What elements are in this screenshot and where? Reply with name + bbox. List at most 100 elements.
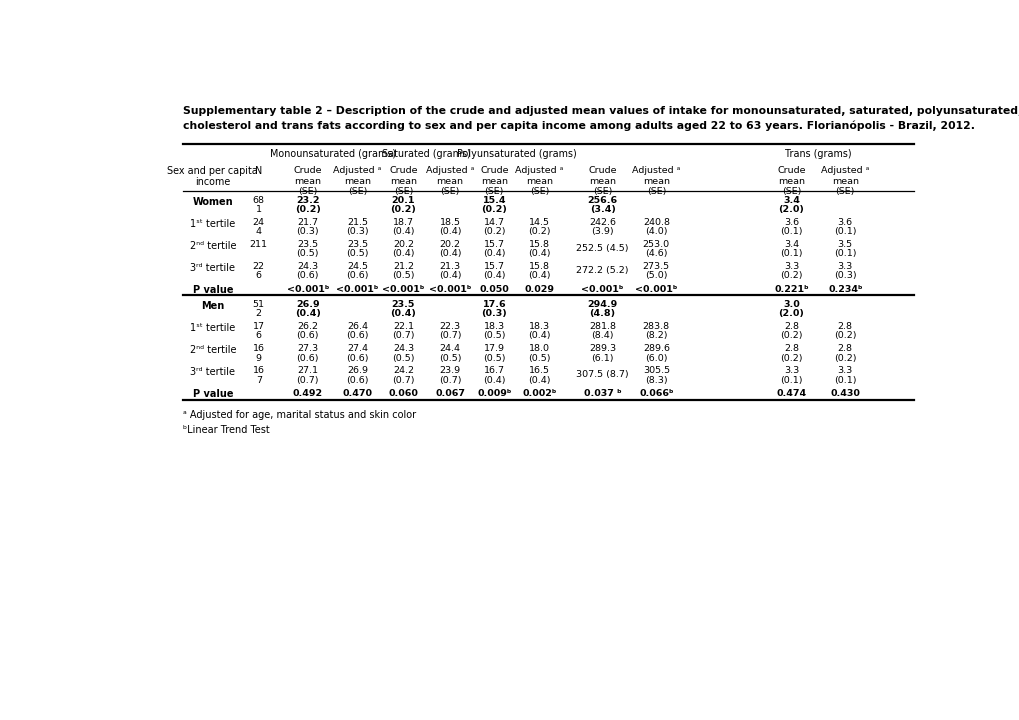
Text: (0.6): (0.6) (345, 331, 369, 341)
Text: 2ⁿᵈ tertile: 2ⁿᵈ tertile (190, 241, 235, 251)
Text: (0.1): (0.1) (834, 249, 856, 258)
Text: 27.4: 27.4 (346, 344, 368, 354)
Text: 24.5: 24.5 (346, 262, 368, 271)
Text: 24: 24 (253, 217, 265, 227)
Text: 253.0: 253.0 (642, 240, 669, 249)
Text: 3.3: 3.3 (784, 262, 798, 271)
Text: (0.2): (0.2) (390, 205, 416, 214)
Text: (0.4): (0.4) (391, 249, 415, 258)
Text: 289.6: 289.6 (642, 344, 669, 354)
Text: (0.2): (0.2) (481, 205, 506, 214)
Text: (0.7): (0.7) (438, 331, 461, 341)
Text: <0.001ᵇ: <0.001ᵇ (428, 285, 471, 294)
Text: 15.7: 15.7 (483, 262, 504, 271)
Text: 3.4: 3.4 (783, 196, 799, 204)
Text: 21.7: 21.7 (297, 217, 318, 227)
Text: 27.1: 27.1 (297, 366, 318, 375)
Text: Crude: Crude (293, 166, 322, 175)
Text: 3.0: 3.0 (783, 300, 799, 309)
Text: (0.2): (0.2) (528, 227, 550, 236)
Text: (0.3): (0.3) (297, 227, 319, 236)
Text: Monounsaturated (grams): Monounsaturated (grams) (269, 149, 395, 159)
Text: 0.060: 0.060 (388, 389, 418, 398)
Text: (0.4): (0.4) (528, 331, 550, 341)
Text: 294.9: 294.9 (587, 300, 618, 309)
Text: 0.221ᵇ: 0.221ᵇ (773, 285, 808, 294)
Text: ᵃ Adjusted for age, marital status and skin color: ᵃ Adjusted for age, marital status and s… (182, 410, 416, 420)
Text: 4: 4 (256, 227, 262, 236)
Text: 17.9: 17.9 (483, 344, 504, 354)
Text: (0.4): (0.4) (528, 271, 550, 281)
Text: 21.2: 21.2 (392, 262, 414, 271)
Text: 15.8: 15.8 (528, 262, 549, 271)
Text: (8.2): (8.2) (644, 331, 667, 341)
Text: 0.050: 0.050 (479, 285, 508, 294)
Text: (0.6): (0.6) (297, 354, 319, 362)
Text: 18.5: 18.5 (439, 217, 460, 227)
Text: (0.2): (0.2) (780, 331, 802, 341)
Text: 0.037 ᵇ: 0.037 ᵇ (583, 389, 621, 398)
Text: (0.3): (0.3) (345, 227, 369, 236)
Text: (0.5): (0.5) (297, 249, 319, 258)
Text: 68: 68 (253, 196, 265, 204)
Text: (0.5): (0.5) (345, 249, 369, 258)
Text: 2.8: 2.8 (784, 344, 798, 354)
Text: (4.8): (4.8) (589, 309, 615, 318)
Text: 20.2: 20.2 (392, 240, 414, 249)
Text: (0.4): (0.4) (438, 271, 461, 281)
Text: (0.6): (0.6) (345, 354, 369, 362)
Text: mean: mean (480, 177, 507, 186)
Text: mean: mean (436, 177, 463, 186)
Text: 14.7: 14.7 (483, 217, 504, 227)
Text: 27.3: 27.3 (297, 344, 318, 354)
Text: 0.029: 0.029 (524, 285, 553, 294)
Text: Crude: Crude (389, 166, 417, 175)
Text: (0.2): (0.2) (834, 354, 856, 362)
Text: 3.6: 3.6 (837, 217, 852, 227)
Text: (0.4): (0.4) (483, 271, 505, 281)
Text: (0.4): (0.4) (483, 376, 505, 384)
Text: 256.6: 256.6 (587, 196, 618, 204)
Text: 18.3: 18.3 (528, 322, 549, 331)
Text: (SE): (SE) (347, 187, 367, 197)
Text: mean: mean (293, 177, 321, 186)
Text: 23.5: 23.5 (297, 240, 318, 249)
Text: 273.5: 273.5 (642, 262, 669, 271)
Text: (0.3): (0.3) (834, 271, 856, 281)
Text: 3ʳᵈ tertile: 3ʳᵈ tertile (191, 264, 235, 274)
Text: 26.4: 26.4 (346, 322, 368, 331)
Text: cholesterol and trans fats according to sex and per capita income among adults a: cholesterol and trans fats according to … (182, 121, 974, 131)
Text: 24.4: 24.4 (439, 344, 460, 354)
Text: Sex and per capita: Sex and per capita (167, 166, 258, 176)
Text: 22.1: 22.1 (392, 322, 414, 331)
Text: Crude: Crude (480, 166, 508, 175)
Text: 0.067: 0.067 (434, 389, 465, 398)
Text: (0.6): (0.6) (297, 271, 319, 281)
Text: 3.3: 3.3 (837, 262, 852, 271)
Text: 15.4: 15.4 (482, 196, 505, 204)
Text: 18.7: 18.7 (392, 217, 414, 227)
Text: 289.3: 289.3 (588, 344, 615, 354)
Text: Adjusted ᵃ: Adjusted ᵃ (333, 166, 381, 175)
Text: (0.5): (0.5) (391, 271, 415, 281)
Text: 20.1: 20.1 (391, 196, 415, 204)
Text: (SE): (SE) (484, 187, 503, 197)
Text: <0.001ᵇ: <0.001ᵇ (336, 285, 378, 294)
Text: (0.4): (0.4) (438, 249, 461, 258)
Text: 283.8: 283.8 (642, 322, 669, 331)
Text: 6: 6 (256, 271, 262, 281)
Text: (8.3): (8.3) (644, 376, 667, 384)
Text: 211: 211 (250, 240, 267, 249)
Text: (SE): (SE) (393, 187, 413, 197)
Text: (0.6): (0.6) (345, 271, 369, 281)
Text: (0.2): (0.2) (483, 227, 505, 236)
Text: 3.4: 3.4 (784, 240, 798, 249)
Text: 16: 16 (253, 366, 265, 375)
Text: 17: 17 (253, 322, 265, 331)
Text: mean: mean (642, 177, 669, 186)
Text: 3ʳᵈ tertile: 3ʳᵈ tertile (191, 367, 235, 377)
Text: 18.3: 18.3 (483, 322, 504, 331)
Text: 23.2: 23.2 (296, 196, 319, 204)
Text: N: N (255, 166, 262, 176)
Text: 2.8: 2.8 (837, 344, 852, 354)
